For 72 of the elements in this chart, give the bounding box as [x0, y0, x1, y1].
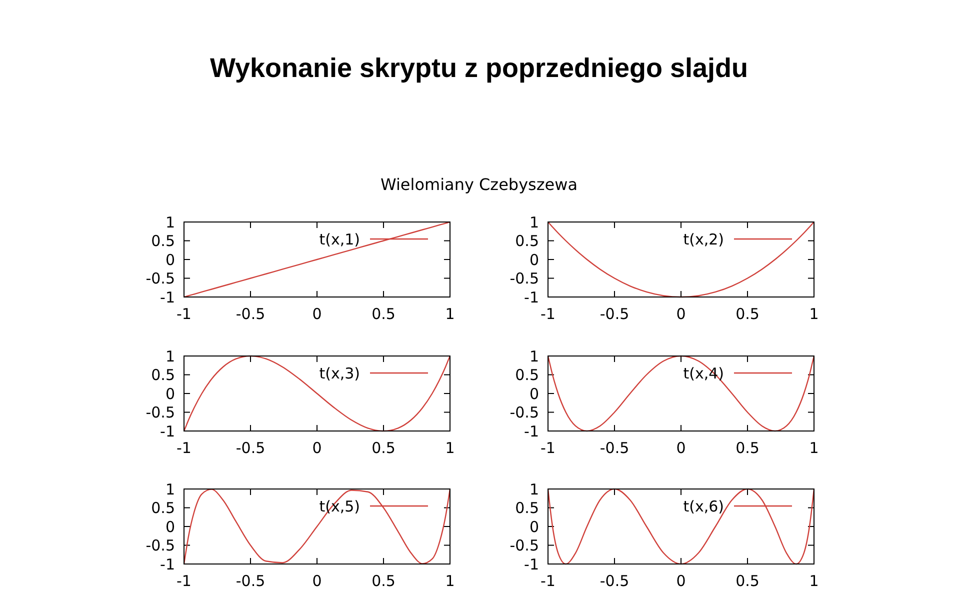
- y-tick-label: -0.5: [510, 404, 539, 422]
- y-tick-label: 0: [529, 518, 539, 536]
- x-tick-label: 0.5: [372, 439, 396, 457]
- y-tick-label: -0.5: [146, 404, 175, 422]
- x-tick-label: 0.5: [736, 572, 760, 590]
- y-tick-label: 1: [165, 213, 175, 232]
- x-tick-label: -0.5: [600, 439, 630, 457]
- chart-subtitle: Wielomiany Czebyszewa: [380, 175, 578, 194]
- x-tick-label: 0: [312, 439, 322, 457]
- x-tick-label: 0.5: [736, 439, 760, 457]
- x-tick-label: -0.5: [236, 572, 266, 590]
- x-tick-label: -1: [176, 305, 192, 323]
- chart-title: Wykonanie skryptu z poprzedniego slajdu: [210, 53, 748, 83]
- y-tick-label: -1: [524, 422, 539, 440]
- x-tick-label: -0.5: [600, 305, 630, 323]
- x-tick-label: -1: [176, 572, 192, 590]
- y-tick-label: 0: [165, 518, 175, 536]
- x-tick-label: -0.5: [236, 439, 266, 457]
- y-tick-label: 1: [529, 480, 539, 498]
- x-tick-label: 1: [809, 572, 819, 590]
- legend-label: t(x,3): [319, 364, 360, 382]
- y-tick-label: 0.5: [151, 366, 175, 384]
- x-tick-label: -1: [540, 572, 556, 590]
- legend-label: t(x,1): [319, 230, 360, 248]
- y-tick-label: 0.5: [515, 366, 539, 384]
- x-tick-label: 0: [676, 439, 686, 457]
- x-tick-label: -0.5: [236, 305, 266, 323]
- y-tick-label: 0.5: [151, 232, 175, 250]
- y-tick-label: -0.5: [510, 536, 539, 554]
- y-tick-label: 0.5: [151, 499, 175, 517]
- line-series: [547, 355, 815, 432]
- y-tick-label: -0.5: [146, 270, 175, 288]
- y-tick-label: 0: [165, 250, 175, 269]
- y-tick-label: 0: [165, 384, 175, 403]
- x-tick-label: 1: [809, 439, 819, 457]
- x-tick-label: -0.5: [600, 572, 630, 590]
- y-tick-label: -1: [160, 288, 175, 306]
- x-tick-label: 1: [809, 305, 819, 323]
- x-tick-label: 1: [445, 439, 455, 457]
- y-tick-label: -1: [524, 288, 539, 306]
- y-tick-label: 0: [529, 250, 539, 269]
- legend-label: t(x,6): [683, 497, 724, 516]
- y-tick-label: -1: [160, 422, 175, 440]
- y-tick-label: 1: [529, 347, 539, 366]
- legend-label: t(x,2): [683, 230, 724, 248]
- y-tick-label: -0.5: [510, 270, 539, 288]
- x-tick-label: 0: [676, 305, 686, 323]
- line-series: [183, 221, 451, 298]
- y-tick-label: 0: [529, 384, 539, 403]
- y-tick-label: 1: [165, 347, 175, 366]
- y-tick-label: 0.5: [515, 499, 539, 517]
- y-tick-label: -0.5: [146, 536, 175, 554]
- x-tick-label: 0.5: [372, 572, 396, 590]
- x-tick-label: 0: [676, 572, 686, 590]
- x-tick-label: 1: [445, 572, 455, 590]
- y-tick-label: -1: [160, 555, 175, 574]
- x-tick-label: 1: [445, 305, 455, 323]
- line-series: [547, 221, 815, 298]
- y-tick-label: 1: [529, 213, 539, 232]
- x-tick-label: -1: [176, 439, 192, 457]
- line-series: [183, 355, 451, 432]
- x-tick-label: -1: [540, 305, 556, 323]
- y-tick-label: 0.5: [515, 232, 539, 250]
- x-tick-label: 0: [312, 305, 322, 323]
- x-tick-label: 0: [312, 572, 322, 590]
- line-series: [547, 488, 815, 565]
- y-tick-label: 1: [165, 480, 175, 498]
- y-tick-label: -1: [524, 555, 539, 574]
- line-series: [183, 488, 451, 565]
- x-tick-label: 0.5: [736, 305, 760, 323]
- x-tick-label: -1: [540, 439, 556, 457]
- x-tick-label: 0.5: [372, 305, 396, 323]
